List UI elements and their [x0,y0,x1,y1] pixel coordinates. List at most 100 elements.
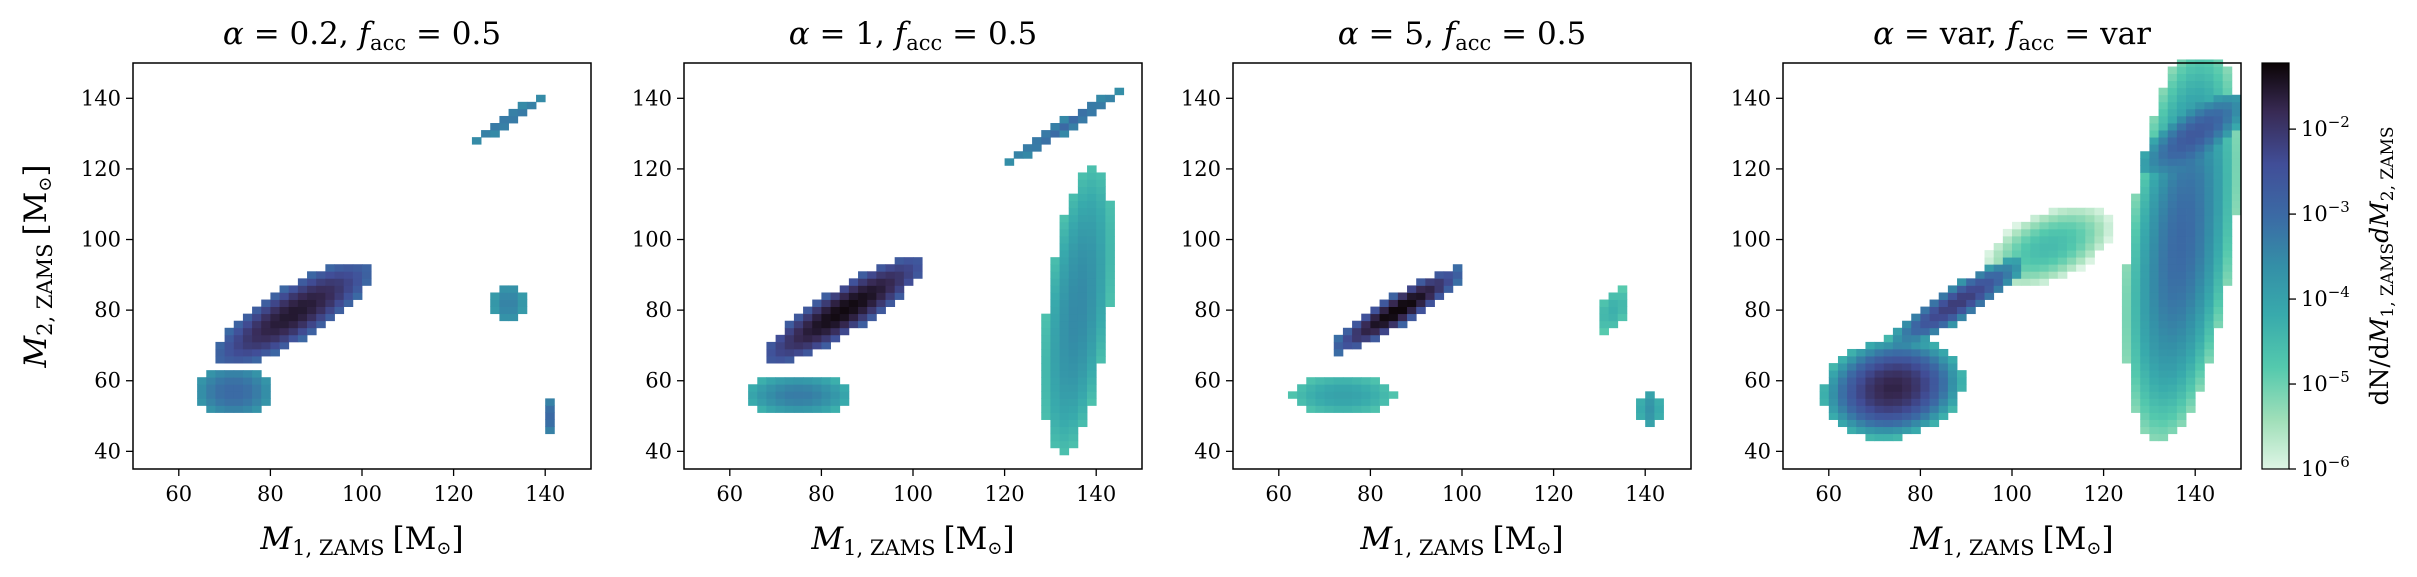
heatmap-cell [1068,348,1079,357]
heatmap-cell [2140,306,2150,315]
heatmap-cell [2149,137,2159,145]
heatmap-cell [2176,101,2187,110]
heatmap-cell [793,348,804,357]
heatmap-cell [1096,214,1106,223]
heatmap-cell [2176,80,2187,89]
heatmap-cell [2167,412,2178,420]
heatmap-cell [2012,235,2022,244]
heatmap-cell [2140,299,2150,307]
heatmap-cell [1911,391,1921,399]
heatmap-cell [2204,221,2214,230]
heatmap-cell [1050,320,1060,329]
heatmap-cell [1105,207,1115,216]
heatmap-cell [2186,115,2196,124]
heatmap-cell [2030,228,2040,237]
heatmap-cell [1388,299,1399,307]
heatmap-cell [261,341,271,350]
heatmap-cell [2121,348,2132,357]
heatmap-cell [2213,292,2224,300]
y-tick-label: 60 [645,369,672,393]
heatmap-cell [821,334,831,343]
colorbar-tick-label: 10−3 [2301,198,2350,226]
heatmap-cell [2186,341,2196,350]
heatmap-cell [2186,384,2196,392]
heatmap-cell [876,285,886,293]
heatmap-cell [903,257,914,265]
heatmap-cell [793,320,804,329]
heatmap-cell [2131,221,2141,230]
heatmap-cell [2213,94,2224,103]
heatmap-cell [2167,87,2178,96]
heatmap-cell [2186,221,2196,230]
heatmap-cell [2039,264,2050,272]
heatmap-cell [545,405,555,413]
heatmap-cell [1856,405,1866,413]
heatmap-cell [2195,172,2205,180]
heatmap-cell [793,391,804,399]
heatmap-cell [2167,306,2178,315]
heatmap-cell [2176,94,2187,103]
heatmap-cell [1434,285,1445,293]
heatmap-cell [1938,391,1949,399]
heatmap-cell [1837,377,1848,385]
heatmap-cell [1947,313,1958,322]
heatmap-cell [2222,250,2233,258]
heatmap-cell [1397,306,1408,315]
heatmap-cell [803,327,813,336]
heatmap-cell [2176,306,2187,315]
heatmap-cell [1068,419,1079,428]
heatmap-cell [1608,292,1619,300]
panel-1-x-label: M1, ZAMS [M⊙] [259,521,463,560]
y-tick-label: 100 [1731,228,1771,252]
heatmap-cell [1342,334,1353,343]
heatmap-cell [1828,370,1839,378]
heatmap-cell [2195,285,2205,293]
heatmap-cell [2204,87,2214,96]
heatmap-cell [1929,313,1940,322]
heatmap-cell [1050,384,1060,392]
heatmap-cell [2158,94,2169,103]
panel-4: α = var, facc = var 60 80 100 120 140 406080… [1731,16,2242,560]
heatmap-cell [812,313,822,322]
heatmap-cell [1929,377,1940,385]
heatmap-cell [2149,370,2159,378]
heatmap-cell [894,264,905,272]
heatmap-cell [1068,398,1079,406]
heatmap-cell [1087,165,1097,173]
heatmap-cell [1287,391,1298,399]
heatmap-cell [2186,264,2196,272]
heatmap-cell [1911,341,1921,350]
heatmap-cell [297,278,308,286]
heatmap-cell [1315,384,1325,392]
heatmap-cell [1379,313,1390,322]
heatmap-cell [2002,243,2013,251]
heatmap-cell [252,341,262,350]
heatmap-cell [2213,207,2224,216]
heatmap-cell [1865,384,1875,392]
heatmap-cell [1645,412,1655,420]
heatmap-cell [1993,257,2004,265]
heatmap-cell [343,285,354,293]
heatmap-cell [1306,377,1316,385]
heatmap-cell [1993,278,2004,286]
heatmap-cell [1947,285,1958,293]
heatmap-cell [1397,320,1408,329]
heatmap-cell [499,306,509,315]
heatmap-cell [1599,320,1609,329]
heatmap-cell [1059,398,1070,406]
heatmap-cell [2131,250,2141,258]
heatmap-cell [206,384,216,392]
heatmap-cell [1920,320,1930,329]
heatmap-cell [2167,137,2178,145]
heatmap-cell [2158,341,2169,350]
heatmap-cell [2186,243,2196,251]
heatmap-cell [2167,356,2178,364]
heatmap-cell [2222,228,2233,237]
heatmap-cell [1947,363,1958,371]
heatmap-cell [2131,356,2141,364]
y-tick-label: 120 [1181,157,1221,181]
heatmap-cell [1957,292,1967,300]
heatmap-cell [784,334,795,343]
heatmap-cell [2094,214,2104,223]
heatmap-cell [2167,158,2178,166]
